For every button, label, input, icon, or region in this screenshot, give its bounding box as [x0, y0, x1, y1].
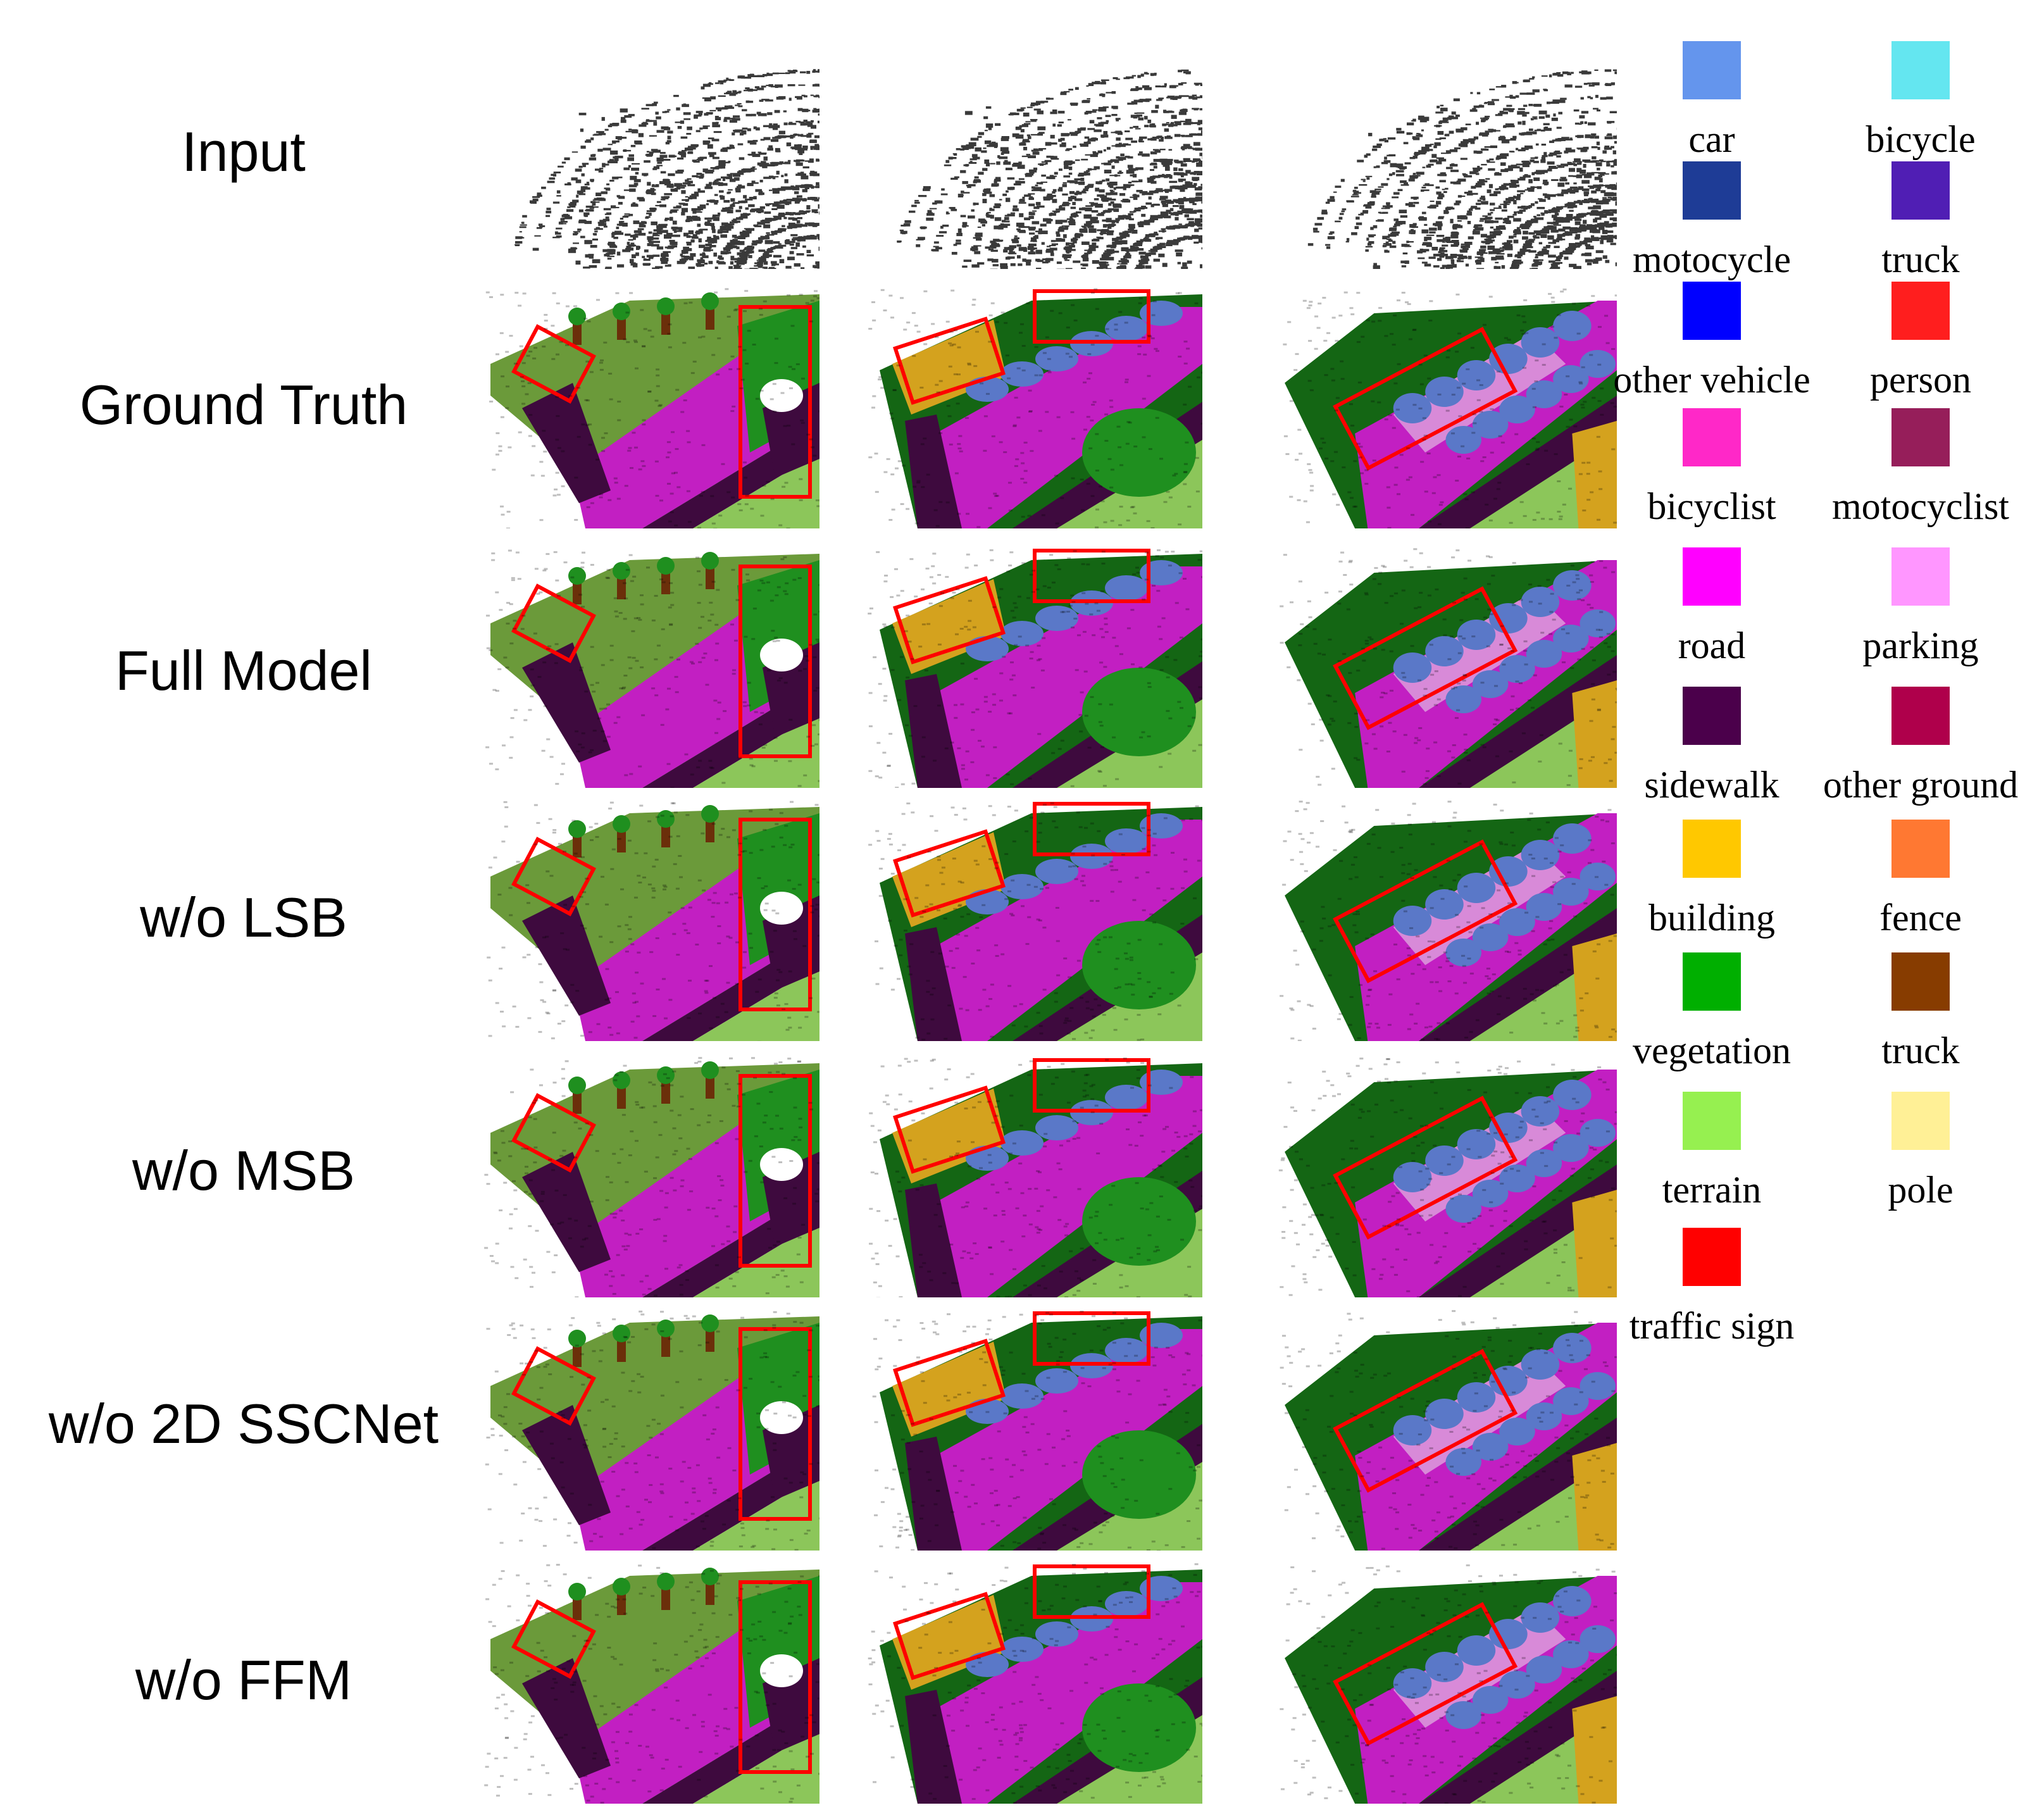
- legend-label: fence: [1879, 897, 1962, 939]
- legend-swatch: [1891, 161, 1950, 220]
- semantic-scene-panel: [1278, 288, 1617, 528]
- semantic-scene-panel: [1278, 1310, 1617, 1551]
- legend-label: bicyclist: [1647, 485, 1776, 527]
- semantic-scene-panel: [484, 288, 819, 528]
- semantic-scene-panel: [484, 1563, 819, 1804]
- legend-swatch: [1683, 1228, 1741, 1286]
- legend-swatch: [1891, 687, 1950, 745]
- legend-label: vegetation: [1633, 1030, 1791, 1071]
- legend-swatch: [1683, 161, 1741, 220]
- row-label: Input: [182, 120, 306, 183]
- legend-swatch: [1683, 282, 1741, 340]
- semantic-scene-panel: [1278, 547, 1617, 788]
- legend-swatch: [1683, 952, 1741, 1011]
- legend-label: other ground: [1823, 764, 2019, 806]
- input-point-cloud-panel: [484, 28, 819, 269]
- row-label: w/o LSB: [140, 886, 347, 949]
- legend-swatch: [1891, 41, 1950, 99]
- legend-swatch: [1683, 547, 1741, 606]
- legend-label: pole: [1888, 1169, 1954, 1211]
- row-label: Full Model: [115, 639, 372, 702]
- semantic-scene-panel: [484, 1310, 819, 1551]
- semantic-scene-panel: [867, 288, 1202, 528]
- legend-swatch: [1891, 282, 1950, 340]
- legend-label: truck: [1881, 239, 1960, 280]
- row-label: w/o MSB: [132, 1139, 356, 1202]
- legend-label: parking: [1862, 625, 1979, 666]
- semantic-scene-panel: [867, 801, 1202, 1041]
- semantic-scene-panel: [867, 1057, 1202, 1297]
- legend-label: motocyclist: [1832, 485, 2009, 527]
- legend-label: building: [1648, 897, 1775, 939]
- row-label: w/o 2D SSCNet: [48, 1392, 439, 1455]
- semantic-scene-panel: [484, 801, 819, 1041]
- legend-swatch: [1683, 408, 1741, 466]
- semantic-scene-panel: [867, 1310, 1202, 1551]
- semantic-scene-panel: [484, 547, 819, 788]
- legend-label: other vehicle: [1613, 359, 1810, 401]
- legend-label: motocycle: [1633, 239, 1791, 280]
- legend-label: car: [1688, 118, 1735, 160]
- legend-label: truck: [1881, 1030, 1960, 1071]
- legend-swatch: [1891, 1092, 1950, 1150]
- semantic-scene-panel: [1278, 1563, 1617, 1804]
- semantic-scene-panel: [1278, 801, 1617, 1041]
- legend-label: person: [1870, 359, 1971, 401]
- row-label: Ground Truth: [79, 373, 408, 436]
- legend-label: terrain: [1662, 1169, 1762, 1211]
- legend-label: road: [1678, 625, 1746, 666]
- legend-swatch: [1891, 547, 1950, 606]
- semantic-scene-panel: [867, 1563, 1202, 1804]
- legend-label: sidewalk: [1644, 764, 1779, 806]
- semantic-scene-panel: [484, 1057, 819, 1297]
- semantic-scene-panel: [1278, 1057, 1617, 1297]
- legend-swatch: [1891, 952, 1950, 1011]
- legend-label: traffic sign: [1629, 1305, 1795, 1347]
- legend-label: bicycle: [1866, 118, 1976, 160]
- input-point-cloud-panel: [1278, 28, 1617, 269]
- legend-swatch: [1891, 408, 1950, 466]
- row-label: w/o FFM: [135, 1649, 352, 1711]
- legend-swatch: [1891, 820, 1950, 878]
- legend-swatch: [1683, 1092, 1741, 1150]
- input-point-cloud-panel: [867, 28, 1202, 269]
- legend-swatch: [1683, 687, 1741, 745]
- legend-swatch: [1683, 41, 1741, 99]
- semantic-scene-panel: [867, 547, 1202, 788]
- legend-swatch: [1683, 820, 1741, 878]
